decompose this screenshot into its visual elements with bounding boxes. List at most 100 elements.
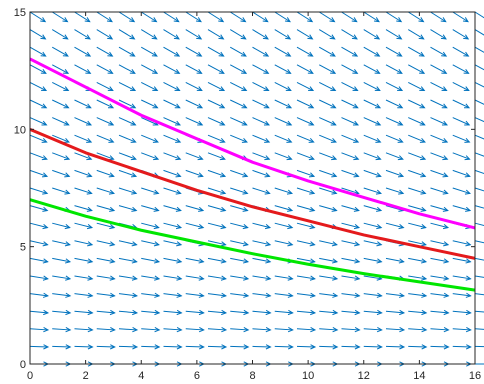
field-arrow [252, 309, 272, 316]
arrow-shaft [141, 187, 159, 194]
arrow-shaft [74, 328, 93, 331]
field-arrow [319, 327, 339, 333]
arrow-head [87, 258, 94, 264]
arrow-shaft [408, 257, 427, 263]
field-arrow [230, 117, 248, 126]
arrow-shaft [408, 345, 427, 348]
arrow-head [308, 155, 315, 161]
arrow-shaft [452, 310, 471, 314]
arrow-shaft [185, 11, 202, 23]
x-tick-label: 0 [27, 370, 33, 382]
field-arrow [141, 152, 160, 161]
field-arrow [118, 205, 138, 212]
arrow-shaft [363, 310, 382, 314]
arrow-shaft [207, 205, 226, 212]
arrow-head [175, 189, 182, 195]
arrow-shaft [474, 11, 484, 19]
arrow-head [354, 309, 361, 316]
arrow-head [354, 292, 361, 298]
arrow-head [63, 103, 70, 109]
arrow-head [87, 309, 94, 316]
arrow-shaft [430, 310, 449, 314]
arrow-shaft [118, 134, 136, 143]
arrow-head [376, 258, 383, 264]
arrow-head [443, 309, 450, 316]
arrow-shaft [430, 275, 449, 280]
field-arrow [230, 275, 250, 281]
arrow-shaft [29, 293, 48, 297]
arrow-head [310, 344, 317, 350]
arrow-head [218, 34, 225, 40]
arrow-head [332, 275, 339, 281]
arrow-shaft [319, 310, 338, 314]
field-arrow [408, 275, 428, 281]
arrow-head [399, 309, 406, 316]
x-tick-label: 4 [138, 370, 144, 382]
arrow-head [419, 68, 426, 74]
field-arrow [74, 11, 91, 23]
arrow-head [63, 86, 70, 92]
arrow-head [442, 137, 449, 143]
field-arrow [430, 292, 450, 298]
arrow-head [330, 86, 337, 92]
field-arrow [452, 46, 470, 57]
arrow-head [418, 17, 425, 23]
field-arrow [319, 257, 339, 264]
arrow-head [221, 344, 228, 350]
arrow-head [443, 275, 450, 281]
field-arrow [185, 99, 204, 109]
field-arrow [252, 344, 272, 350]
arrow-shaft [252, 81, 269, 91]
arrow-head [287, 327, 294, 333]
arrow-head [310, 327, 317, 333]
arrow-shaft [452, 99, 470, 109]
arrow-head [376, 241, 383, 247]
arrow-head [442, 172, 449, 178]
arrow-shaft [163, 117, 181, 126]
field-arrow [29, 309, 50, 316]
field-arrow [296, 99, 315, 109]
arrow-head [176, 327, 183, 333]
arrow-shaft [408, 99, 425, 109]
arrow-head [153, 241, 160, 247]
field-arrow [296, 81, 315, 92]
arrow-head [65, 292, 72, 298]
field-arrow [274, 29, 292, 40]
field-arrow [341, 222, 361, 230]
field-arrow [96, 327, 116, 333]
field-arrow [274, 327, 294, 333]
arrow-head [243, 292, 250, 298]
arrow-head [108, 103, 115, 109]
arrow-head [465, 344, 472, 350]
field-arrow [474, 81, 484, 88]
arrow-shaft [230, 222, 248, 229]
arrow-shaft [185, 81, 203, 91]
arrow-shaft [385, 345, 405, 348]
arrow-shaft [385, 310, 404, 314]
field-arrow [430, 29, 447, 40]
field-arrow [74, 29, 91, 40]
arrow-head [85, 103, 92, 109]
field-arrow [319, 309, 339, 316]
arrow-shaft [430, 117, 448, 126]
arrow-shaft [296, 64, 314, 74]
y-tick-label: 5 [20, 242, 26, 254]
field-arrow [118, 275, 138, 281]
field-arrow [452, 187, 472, 195]
arrow-shaft [319, 187, 337, 194]
field-arrow [408, 169, 427, 178]
field-arrow [207, 46, 225, 57]
field-arrow [407, 11, 425, 23]
field-arrow [274, 240, 294, 247]
arrow-shaft [252, 222, 271, 229]
arrow-shaft [163, 240, 182, 246]
field-arrow [252, 187, 271, 195]
arrow-shaft [163, 222, 182, 229]
arrow-head [153, 206, 160, 212]
field-arrow [207, 344, 228, 350]
arrow-head [152, 137, 159, 143]
field-arrow [252, 257, 272, 264]
arrow-shaft [452, 29, 469, 40]
field-arrow [230, 205, 249, 212]
field-arrow [29, 99, 48, 109]
